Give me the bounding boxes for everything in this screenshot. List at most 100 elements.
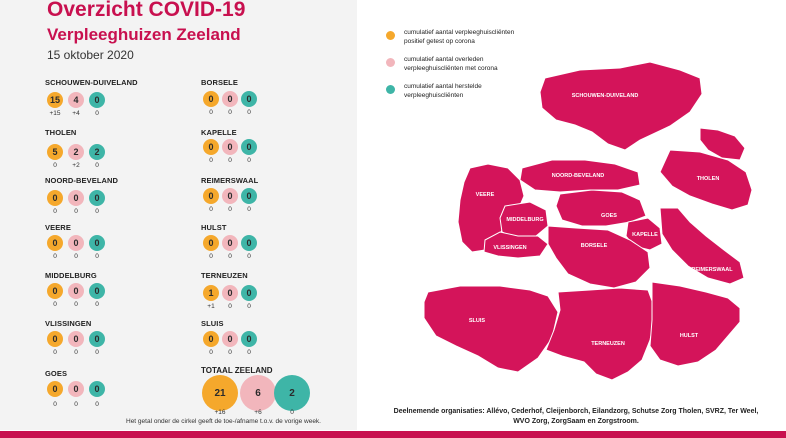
map-region-hulst — [649, 281, 741, 367]
deceased-count: 2 — [68, 144, 84, 160]
pink-dot-icon — [386, 58, 395, 67]
map-region-vlissingen — [483, 231, 549, 259]
legend-line: cumulatief aantal verpleeghuiscliënten — [404, 29, 515, 36]
recovered-delta: 0 — [95, 349, 99, 356]
positive-delta: 0 — [209, 157, 213, 164]
page-subtitle: Verpleeghuizen Zeeland — [47, 25, 241, 44]
recovered-delta: 0 — [247, 303, 251, 310]
positive-count: 1 — [203, 285, 219, 301]
recovered-delta: 0 — [95, 208, 99, 215]
recovered-delta: 0 — [247, 206, 251, 213]
recovered-count: 0 — [89, 235, 105, 251]
map-label-tholen: THOLEN — [697, 176, 720, 182]
deceased-delta: 0 — [74, 208, 78, 215]
positive-delta: 0 — [209, 109, 213, 116]
map-region-tholen — [659, 149, 753, 211]
recovered-count: 2 — [89, 144, 105, 160]
deceased-delta: 0 — [74, 401, 78, 408]
positive-count: 0 — [47, 283, 63, 299]
map-label-vlissingen: VLISSINGEN — [493, 245, 526, 251]
participating-organisations: Deelnemende organisaties: Allévo, Cederh… — [376, 407, 776, 427]
region-name: NOORD-BEVELAND — [45, 176, 119, 185]
legend-line: verpleeghuiscliënten — [404, 92, 464, 99]
deceased-delta: 0 — [74, 253, 78, 260]
region-name: TERNEUZEN — [201, 271, 248, 280]
recovered-count: 0 — [241, 331, 257, 347]
recovered-count: 0 — [89, 331, 105, 347]
recovered-count: 0 — [241, 139, 257, 155]
legend-line: cumulatief aantal herstelde — [404, 83, 482, 90]
total-positive-count: 21 — [202, 375, 238, 411]
deceased-delta: 0 — [74, 349, 78, 356]
region-kapelle: KAPELLE 0 0 0 0 0 0 — [201, 128, 341, 172]
footnote: Het getal onder de cirkel geeft de toe-/… — [126, 418, 321, 425]
map-label-borsele: BORSELE — [581, 243, 608, 249]
recovered-delta: 0 — [247, 253, 251, 260]
positive-delta: 0 — [53, 401, 57, 408]
map-region-kapelle — [625, 217, 663, 251]
positive-count: 0 — [203, 91, 219, 107]
positive-count: 0 — [203, 331, 219, 347]
deceased-count: 0 — [68, 235, 84, 251]
total-title: TOTAAL ZEELAND — [201, 366, 273, 375]
recovered-count: 0 — [241, 235, 257, 251]
report-date: 15 oktober 2020 — [47, 48, 134, 62]
total-recovered-delta: 0 — [290, 409, 294, 416]
region-vlissingen: VLISSINGEN 0 0 0 0 0 0 — [45, 319, 185, 363]
deceased-delta: 0 — [228, 206, 232, 213]
total-deceased-delta: +6 — [254, 409, 262, 416]
region-name: BORSELE — [201, 78, 238, 87]
deceased-count: 0 — [68, 283, 84, 299]
total-deceased-count: 6 — [240, 375, 276, 411]
recovered-delta: 0 — [247, 157, 251, 164]
deceased-count: 0 — [222, 139, 238, 155]
recovered-count: 0 — [89, 381, 105, 397]
map-region-reimerswaal — [659, 207, 745, 285]
positive-delta: +15 — [49, 110, 61, 117]
region-name: HULST — [201, 223, 227, 232]
map-label-goes: GOES — [601, 213, 617, 219]
recovered-delta: 0 — [95, 253, 99, 260]
deceased-count: 0 — [68, 190, 84, 206]
region-name: MIDDELBURG — [45, 271, 97, 280]
positive-count: 0 — [203, 188, 219, 204]
deceased-delta: +2 — [72, 162, 80, 169]
deceased-count: 0 — [222, 331, 238, 347]
recovered-delta: 0 — [247, 349, 251, 356]
positive-delta: 0 — [209, 206, 213, 213]
deceased-delta: 0 — [228, 109, 232, 116]
deceased-delta: 0 — [228, 303, 232, 310]
organisations-line: WVO Zorg, ZorgSaam en Zorgstroom. — [513, 418, 639, 425]
positive-delta: 0 — [209, 253, 213, 260]
positive-delta: +1 — [207, 303, 215, 310]
map-label-terneuzen: TERNEUZEN — [591, 341, 625, 347]
positive-count: 15 — [47, 92, 63, 108]
teal-dot-icon — [386, 85, 395, 94]
figures-panel — [0, 0, 357, 430]
region-sluis: SLUIS 0 0 0 0 0 0 — [201, 319, 341, 363]
total-positive-delta: +16 — [214, 409, 226, 416]
map-label-hulst: HULST — [680, 333, 699, 339]
region-name: VEERE — [45, 223, 71, 232]
recovered-delta: 0 — [95, 401, 99, 408]
region-schouwen-duiveland: SCHOUWEN-DUIVELAND 15 4 0 +15 +4 0 — [45, 78, 185, 122]
deceased-count: 0 — [222, 285, 238, 301]
map-label-reimerswaal: REIMERSWAAL — [691, 267, 733, 273]
positive-count: 0 — [203, 235, 219, 251]
orange-dot-icon — [386, 31, 395, 40]
map-label-kapelle: KAPELLE — [632, 232, 658, 238]
map-label-schouwen-duiveland: SCHOUWEN-DUIVELAND — [572, 93, 639, 99]
region-borsele: BORSELE 0 0 0 0 0 0 — [201, 78, 341, 122]
region-terneuzen: TERNEUZEN 1 0 0 +1 0 0 — [201, 271, 341, 315]
total-recovered-count: 2 — [274, 375, 310, 411]
map-region-sluis — [423, 285, 559, 373]
deceased-delta: +4 — [72, 110, 80, 117]
positive-count: 0 — [47, 190, 63, 206]
positive-count: 0 — [47, 235, 63, 251]
map-region-borsele — [547, 225, 651, 289]
map-region-terneuzen — [545, 287, 657, 381]
recovered-count: 0 — [89, 190, 105, 206]
recovered-count: 0 — [241, 285, 257, 301]
positive-count: 5 — [47, 144, 63, 160]
